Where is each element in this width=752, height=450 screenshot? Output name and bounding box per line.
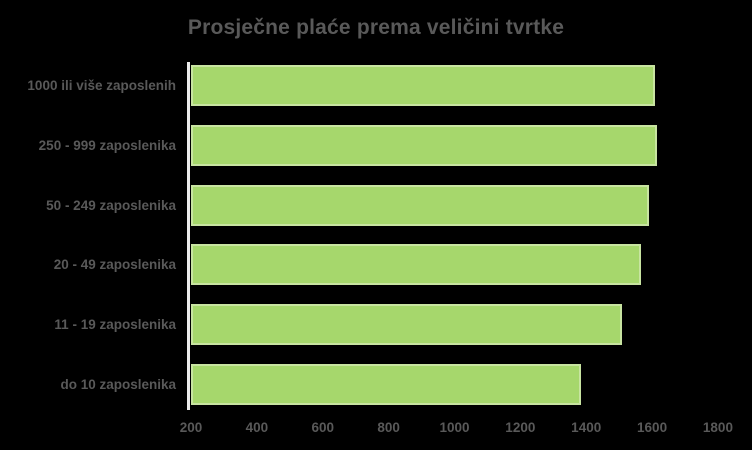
category-label: 20 - 49 zaposlenika [53, 257, 176, 273]
x-axis: 200 400 600 800 1000 1200 1400 1600 1800 [180, 420, 741, 442]
bar-row [191, 244, 741, 286]
x-tick-label: 800 [377, 420, 400, 435]
x-tick-label: 1600 [637, 420, 668, 435]
bar-row [191, 65, 741, 106]
x-tick-label: 400 [245, 420, 269, 435]
bar[interactable] [191, 65, 656, 106]
x-tick-label: 1000 [439, 420, 470, 435]
bar[interactable] [191, 304, 623, 346]
y-axis-line [187, 62, 190, 410]
category-label: 11 - 19 zaposlenika [54, 317, 176, 333]
category-label: 1000 ili više zaposlenih [27, 78, 176, 93]
category-label: 250 - 999 zaposlenika [38, 137, 176, 153]
plot-area [191, 65, 741, 405]
bar[interactable] [191, 363, 582, 405]
bar-row [191, 304, 741, 346]
bar[interactable] [191, 244, 641, 286]
bar[interactable] [191, 124, 658, 166]
bar-row [191, 124, 741, 166]
x-tick-label: 1800 [702, 420, 733, 435]
category-label: 50 - 249 zaposlenika [46, 197, 176, 213]
category-label: do 10 zaposlenika [60, 376, 176, 392]
x-tick-label: 200 [179, 420, 203, 435]
bar-row [191, 184, 741, 226]
bar-row [191, 363, 741, 405]
x-tick-label: 1200 [505, 420, 536, 435]
chart-title: Prosječne plaće prema veličini tvrtke [187, 16, 565, 39]
category-labels: 1000 ili više zaposlenih 250 - 999 zaposl… [0, 65, 176, 405]
x-tick-label: 600 [311, 420, 334, 435]
x-tick-label: 1400 [571, 420, 602, 435]
bar[interactable] [191, 184, 649, 226]
